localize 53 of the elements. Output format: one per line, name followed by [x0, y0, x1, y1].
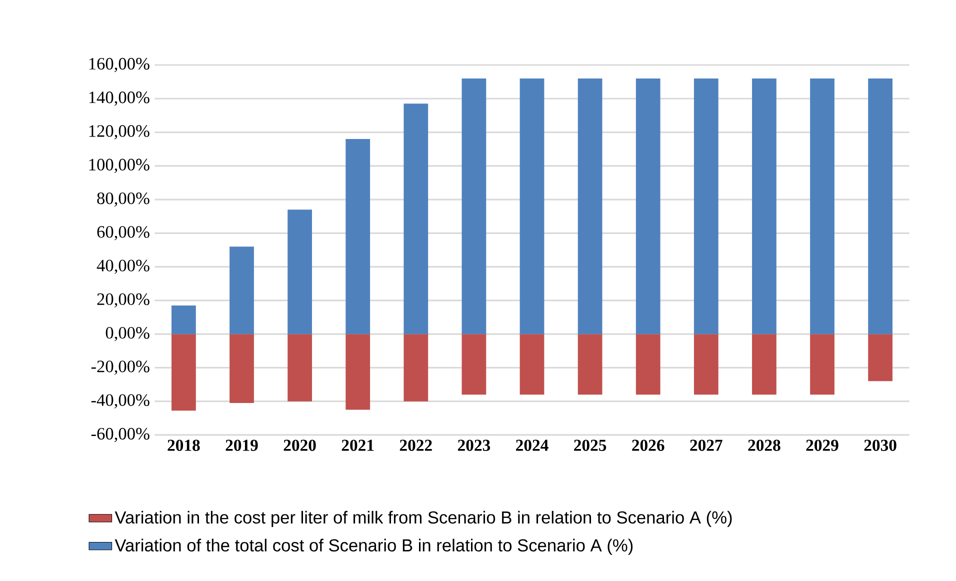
bar — [346, 138, 370, 334]
bar — [868, 334, 892, 382]
bar — [230, 334, 254, 404]
x-tick-label: 2027 — [690, 440, 722, 451]
bar — [520, 78, 544, 334]
bar — [636, 334, 660, 395]
bar — [346, 334, 370, 410]
x-tick-label: 2022 — [400, 440, 432, 451]
x-tick-label: 2019 — [226, 440, 258, 451]
bar — [636, 78, 660, 334]
y-tick-label: 140,00% — [89, 92, 150, 106]
x-tick-label: 2025 — [574, 440, 606, 451]
x-tick-label: 2028 — [748, 440, 780, 451]
bar — [810, 78, 834, 334]
bar — [810, 334, 834, 395]
bar — [578, 78, 602, 334]
x-tick-label: 2024 — [516, 440, 548, 451]
y-tick-label: 20,00% — [97, 293, 150, 308]
y-tick-label: -20,00% — [91, 360, 150, 375]
bar — [172, 334, 196, 411]
x-tick-label: 2021 — [342, 440, 374, 451]
bar — [462, 78, 486, 334]
bar — [404, 334, 428, 402]
x-tick-label: 2020 — [284, 440, 316, 451]
bar — [462, 334, 486, 395]
x-tick-label: 2018 — [168, 440, 200, 451]
y-tick-label: 160,00% — [89, 58, 150, 72]
legend-label: Variation in the cost per liter of milk from Scenario B in relation to Scenario A (%) — [114, 510, 732, 528]
bar — [752, 78, 776, 334]
bar — [520, 334, 544, 395]
bar — [752, 334, 776, 395]
y-tick-label: -60,00% — [91, 428, 150, 442]
y-tick-label: 60,00% — [97, 226, 150, 240]
y-tick-label: 40,00% — [96, 260, 150, 274]
bar — [172, 305, 196, 334]
bar — [694, 78, 718, 334]
bar — [230, 246, 254, 334]
y-tick-label: 80,00% — [97, 192, 150, 207]
x-tick-label: 2026 — [632, 440, 664, 451]
y-tick-label: 100,00% — [89, 158, 150, 174]
y-tick-label: 0,00% — [106, 326, 150, 342]
bar — [868, 78, 892, 334]
legend-label: Variation of the total cost of Scenario B in relation to Scenario A (%) — [114, 538, 633, 555]
bar — [288, 334, 312, 402]
x-tick-label: 2030 — [864, 440, 896, 451]
bar — [578, 334, 602, 395]
bar — [288, 210, 312, 334]
bar — [694, 334, 718, 395]
bar — [404, 104, 428, 334]
y-tick-label: 120,00% — [89, 125, 150, 140]
x-tick-label: 2029 — [806, 440, 838, 451]
x-tick-label: 2023 — [458, 440, 490, 451]
y-tick-label: -40,00% — [91, 394, 150, 408]
